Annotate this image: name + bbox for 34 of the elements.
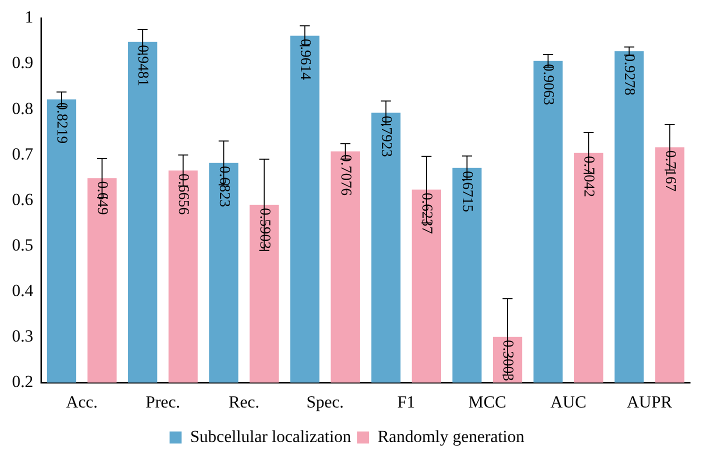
y-tick-label: 0.2 <box>12 372 34 392</box>
y-tick-label: 1 <box>24 8 34 27</box>
y-tick-label: 0.7 <box>12 144 34 164</box>
data-label: 0.5903 <box>256 208 272 250</box>
y-tick-label: 0.4 <box>12 280 34 300</box>
data-label: 0.9278 <box>621 54 638 96</box>
x-tick-label: Rec. <box>228 392 260 412</box>
data-label: 0.8219 <box>54 102 70 144</box>
y-tick-label: 0.5 <box>12 235 34 254</box>
data-label: 0.7923 <box>378 116 394 158</box>
x-tick-label: Acc. <box>66 392 98 412</box>
legend-label: Subcellular localization <box>190 426 352 446</box>
data-label: 0.6823 <box>216 166 232 208</box>
data-label: 0.6237 <box>418 192 435 234</box>
y-tick-label: 0.6 <box>12 190 34 209</box>
x-tick-label: F1 <box>397 392 416 412</box>
x-tick-label: Spec. <box>306 392 344 412</box>
data-label: 0.7167 <box>662 150 678 192</box>
data-label: 0.9481 <box>134 44 151 86</box>
y-tick-label: 0.9 <box>12 53 34 72</box>
x-tick-label: Prec. <box>146 392 180 412</box>
data-label: 0.7076 <box>337 154 354 196</box>
y-tick-label: 0.8 <box>12 98 34 118</box>
data-label: 0.649 <box>94 181 110 215</box>
x-tick-label: AUC <box>550 392 586 412</box>
data-label: 0.9614 <box>296 38 313 81</box>
data-label: 0.9063 <box>540 64 556 106</box>
data-label: 0.7042 <box>580 156 597 198</box>
x-tick-label: AUPR <box>626 392 673 412</box>
y-tick-label: 0.3 <box>12 326 34 346</box>
x-tick-label: MCC <box>468 392 506 412</box>
data-label: 0.3003 <box>500 340 516 382</box>
data-label: 0.6715 <box>459 170 476 212</box>
legend-label: Randomly generation <box>378 426 525 446</box>
